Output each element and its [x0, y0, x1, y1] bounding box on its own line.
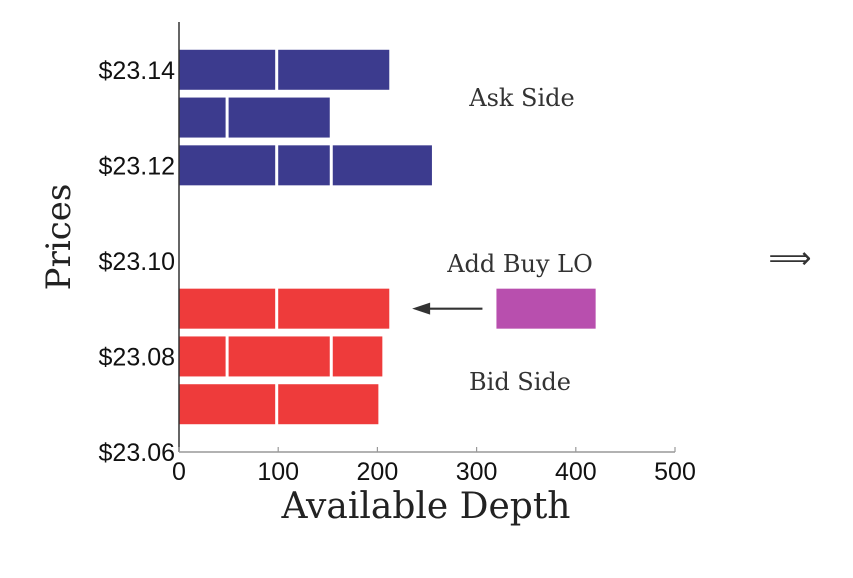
x-tick-label: 100 — [257, 458, 299, 486]
ask-order-bar-1-1 — [228, 97, 330, 138]
x-tick-label: 300 — [456, 458, 498, 486]
y-tick-label: $23.06 — [99, 439, 175, 467]
x-tick-label: 500 — [654, 458, 696, 486]
y-tick-label: $23.08 — [99, 343, 175, 371]
bid-side-label: Bid Side — [469, 368, 571, 396]
y-axis-label: Prices — [39, 184, 79, 291]
bid-order-bar-1-2 — [332, 336, 383, 377]
bid-order-bar-2-0 — [179, 384, 276, 425]
ask-order-bar-1-0 — [179, 97, 226, 138]
x-tick-label: 400 — [555, 458, 597, 486]
ask-order-bar-0-0 — [179, 49, 276, 90]
y-tick-label: $23.14 — [99, 57, 176, 85]
ask-order-bar-0-1 — [278, 49, 390, 90]
y-tick-label: $23.10 — [99, 248, 175, 276]
axes — [178, 22, 675, 453]
depth-bars — [179, 49, 432, 425]
x-tick-labels: 0 100 200 300 400 500 — [172, 447, 696, 486]
y-tick-label: $23.12 — [99, 152, 175, 180]
add-buy-lo-label: Add Buy LO — [446, 250, 593, 278]
bid-order-bar-2-1 — [278, 384, 379, 425]
x-tick-label: 200 — [357, 458, 399, 486]
incoming-order — [412, 288, 596, 329]
new-buy-order-bar — [496, 288, 596, 329]
x-tick-label: 0 — [172, 458, 186, 486]
ask-order-bar-2-1 — [278, 145, 330, 186]
ask-side-label: Ask Side — [468, 84, 575, 112]
ask-order-bar-2-2 — [332, 145, 432, 186]
x-axis-label: Available Depth — [280, 486, 570, 527]
bid-order-bar-0-0 — [179, 288, 276, 329]
y-tick-labels: $23.06 $23.08 $23.10 $23.12 $23.14 — [99, 57, 176, 467]
bid-order-bar-1-0 — [179, 336, 226, 377]
arrow-head-icon — [412, 302, 431, 315]
ask-order-bar-2-0 — [179, 145, 276, 186]
implies-arrow-icon: ⟹ — [768, 241, 811, 276]
bid-order-bar-0-1 — [278, 288, 390, 329]
bid-order-bar-1-1 — [228, 336, 330, 377]
